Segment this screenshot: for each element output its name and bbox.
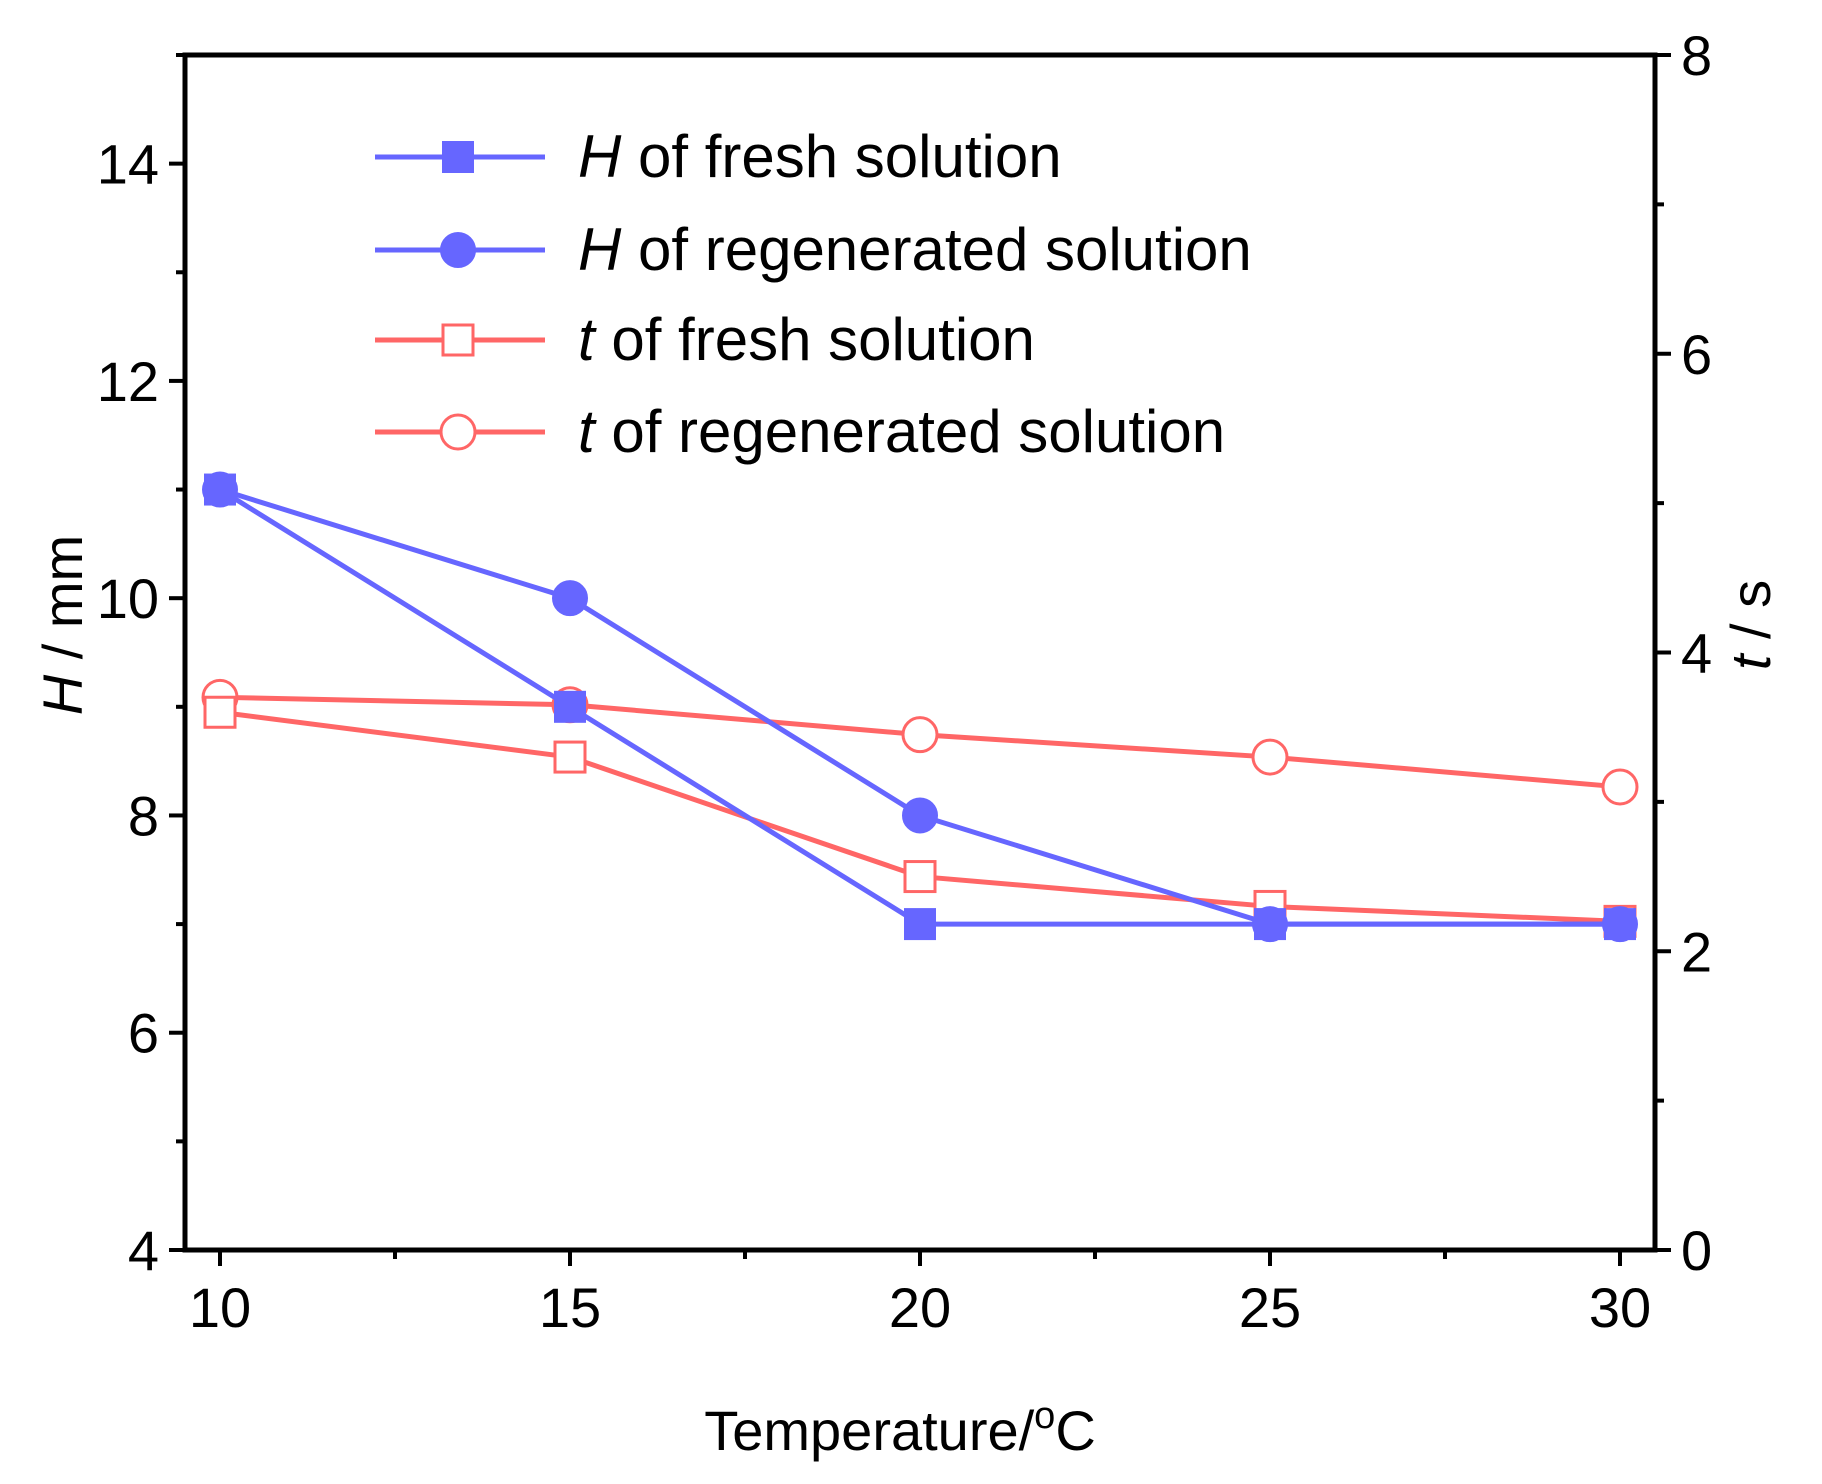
- series-3: [201, 678, 1639, 806]
- data-point-square: [204, 473, 236, 506]
- x-tick-label: 10: [189, 1276, 251, 1339]
- y-left-tick-label: 8: [128, 784, 159, 847]
- series-layer: [201, 471, 1639, 943]
- series-line: [219, 487, 1620, 927]
- legend-marker: [440, 232, 476, 268]
- data-point-square: [904, 908, 936, 941]
- ticks-layer: 10 15 20 25 30 4 6 8 10 12 14 0 2 4 6 8: [97, 24, 1712, 1339]
- data-point-circle: [1601, 768, 1639, 806]
- x-tick-label: 25: [1239, 1276, 1301, 1339]
- legend-marker: [442, 141, 474, 173]
- y-right-tick-label: 8: [1681, 24, 1712, 87]
- legend-marker: [441, 323, 475, 357]
- data-point-square: [903, 860, 937, 894]
- x-tick-label: 15: [539, 1276, 601, 1339]
- y-right-tick-label: 2: [1681, 920, 1712, 983]
- x-tick-label: 20: [889, 1276, 951, 1339]
- y-left-tick-label: 14: [97, 133, 159, 196]
- legend-entry: t of regenerated solution: [375, 398, 1225, 465]
- legend-entry: H of fresh solution: [375, 123, 1062, 190]
- series-0: [204, 473, 1636, 941]
- legend-label: H of fresh solution: [578, 123, 1062, 190]
- y-right-tick-label: 6: [1681, 323, 1712, 386]
- legend-label: t of fresh solution: [578, 306, 1035, 373]
- legend-label: t of regenerated solution: [578, 398, 1225, 465]
- y-right-tick-label: 4: [1681, 622, 1712, 685]
- data-point-circle: [1251, 738, 1289, 776]
- y-left-tick-label: 6: [128, 1002, 159, 1065]
- y-right-tick-label: 0: [1681, 1219, 1712, 1282]
- y-axis-left-label: H / mm: [31, 535, 94, 715]
- y-left-tick-label: 12: [97, 350, 159, 413]
- legend-entry: t of fresh solution: [375, 306, 1035, 373]
- legend-label: H of regenerated solution: [578, 216, 1252, 283]
- data-point-circle: [552, 580, 588, 617]
- data-point-square: [554, 690, 586, 723]
- legend-marker: [439, 413, 477, 451]
- legend: H of fresh solution H of regenerated solu…: [375, 123, 1252, 465]
- y-left-tick-label: 4: [128, 1219, 159, 1282]
- y-left-tick-label: 10: [97, 567, 159, 630]
- y-axis-right-label: t / s: [1719, 580, 1782, 670]
- data-point-circle: [901, 716, 939, 754]
- data-point-circle: [902, 797, 938, 834]
- data-point-square: [553, 740, 587, 774]
- data-point-square: [1254, 908, 1286, 941]
- x-axis-label: Temperature/oC: [704, 1395, 1096, 1462]
- x-tick-label: 30: [1589, 1276, 1651, 1339]
- data-point-square: [1604, 908, 1636, 941]
- legend-entry: H of regenerated solution: [375, 216, 1252, 283]
- data-point-square: [203, 695, 237, 729]
